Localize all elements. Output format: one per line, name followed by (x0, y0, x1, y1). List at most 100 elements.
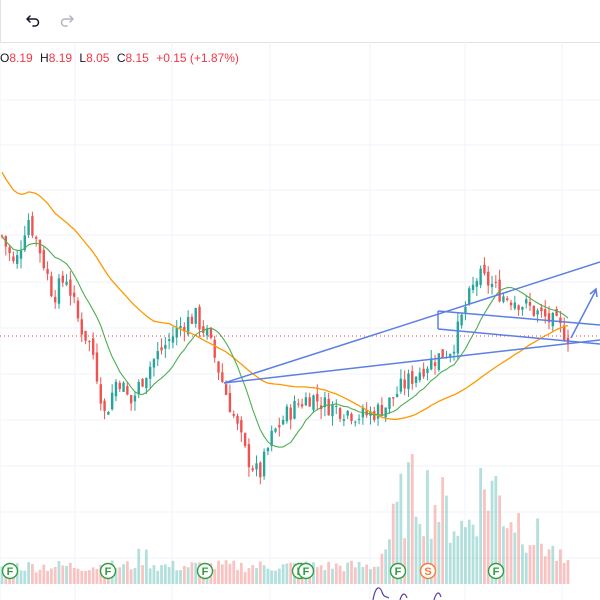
volume-bar (46, 570, 49, 584)
candle-body (380, 404, 384, 416)
chart-toolbar (0, 0, 600, 43)
candle-body (53, 296, 57, 303)
candle-body (186, 317, 190, 335)
high-key: H (40, 51, 49, 65)
volume-bar (68, 562, 72, 584)
candle-body (468, 288, 471, 304)
volume-bar (319, 565, 323, 584)
candle-body (528, 302, 532, 306)
candle-body (95, 352, 99, 382)
candle-body (547, 313, 551, 323)
candle-body (122, 382, 125, 392)
event-label: F (105, 566, 112, 578)
volume-bar (369, 569, 372, 584)
volume-bar (441, 477, 445, 584)
candle-body (354, 421, 357, 423)
volume-bar (57, 561, 61, 584)
candle-body (509, 302, 513, 306)
event-label: F (395, 566, 402, 578)
volume-bar (144, 549, 148, 584)
volume-bar (437, 521, 441, 584)
volume-bar (494, 476, 498, 584)
event-markers: FFFFFSFF (1, 562, 505, 580)
event-badge (389, 562, 407, 580)
ohlc-legend: O8.19 H8.19 L8.05 C8.15 +0.15 (+1.87%) (0, 50, 243, 66)
open-key: O (0, 51, 10, 65)
candle-body (27, 220, 30, 236)
volume-bar (232, 560, 236, 584)
candle-body (297, 403, 300, 405)
volume-bar (342, 571, 346, 584)
candle-body (551, 312, 555, 327)
volume-bar (315, 567, 319, 584)
volume-bar (19, 570, 23, 584)
candle-body (99, 384, 102, 404)
candle-body (540, 307, 543, 312)
low-value: 8.05 (86, 51, 110, 65)
candle-body (266, 448, 270, 452)
volume-bar (479, 467, 483, 584)
undo-button[interactable] (18, 6, 48, 36)
candle-body (19, 249, 23, 259)
volume-bar (334, 563, 338, 584)
trend-drawings[interactable] (223, 261, 600, 384)
candle-body (80, 319, 83, 335)
trend-line (437, 310, 600, 326)
candle-body (316, 393, 319, 402)
candle-body (202, 326, 205, 333)
redo-icon (60, 15, 74, 27)
candle-body (12, 256, 15, 262)
candle-body (350, 413, 353, 422)
candle-body (217, 361, 220, 373)
candle-body (559, 317, 562, 324)
candle-body (544, 309, 547, 317)
candle-body (243, 433, 247, 446)
candle-body (251, 468, 254, 471)
candle-body (327, 398, 330, 416)
candle-body (141, 378, 144, 387)
volume-bar (262, 565, 266, 584)
volume-bar (536, 518, 540, 584)
volume-bar (353, 567, 357, 584)
volume-bar (361, 567, 365, 584)
candle-body (274, 428, 277, 432)
volume-bar (258, 561, 262, 584)
event-badge (487, 562, 505, 580)
volume-bar (414, 516, 418, 584)
change-value: +0.15 (+1.87%) (156, 51, 239, 65)
volume-bar (357, 562, 361, 584)
candle-body (65, 281, 68, 285)
volume-bar (27, 562, 30, 584)
candle-body (525, 299, 528, 304)
candle-body (107, 411, 110, 415)
arrow-head-icon (589, 287, 598, 298)
candle-body (502, 296, 505, 302)
candle-body (289, 407, 292, 420)
candle-body (175, 327, 178, 338)
volume-bar (407, 462, 410, 584)
volume-bar (30, 563, 34, 584)
candle-body (555, 309, 558, 316)
volume-bar (483, 489, 486, 584)
volume-bar (395, 501, 399, 584)
candle-body (190, 316, 194, 324)
candle-body (403, 379, 406, 389)
candle-body (494, 281, 498, 283)
volume-bar (118, 567, 122, 584)
volume-bar (251, 565, 255, 584)
volume-bar (266, 568, 270, 584)
volume-bar (486, 510, 490, 584)
dividend-marker: F (297, 562, 315, 580)
volume-bar (61, 565, 65, 584)
trend-line (223, 261, 600, 384)
volume-bar (141, 565, 144, 584)
candle-body (103, 400, 106, 411)
volume-bar (255, 568, 258, 584)
volume-bar (114, 567, 118, 584)
candle-body (388, 397, 391, 409)
candle-body (228, 392, 232, 413)
volume-bar (323, 570, 327, 584)
redo-button[interactable] (52, 6, 82, 36)
volume-bar (148, 568, 152, 584)
